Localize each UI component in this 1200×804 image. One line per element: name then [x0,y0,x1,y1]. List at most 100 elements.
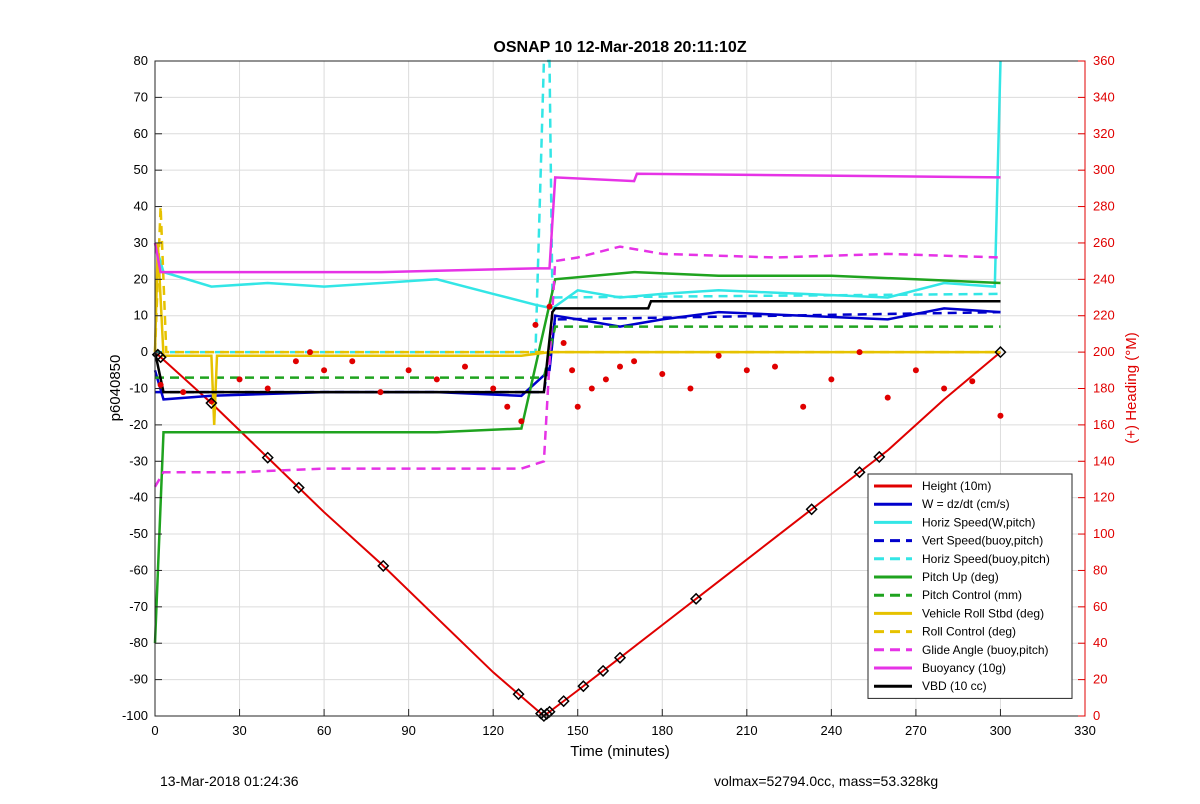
heading-point [772,363,778,370]
heading-point [292,358,299,365]
heading-point [377,389,384,396]
dive-marker [154,351,167,364]
y-tick-label: 30 [134,235,148,250]
heading-point [560,340,567,347]
y-tick-label: -10 [129,381,148,396]
y-tick-label: 40 [134,199,148,214]
series-heading-dots [157,303,1004,425]
y2-tick-label: 100 [1093,526,1115,541]
heading-point [180,389,187,396]
y2-tick-label: 20 [1093,672,1107,687]
x-tick-label: 210 [736,723,758,738]
chart-title: OSNAP 10 12-Mar-2018 20:11:10Z [493,39,746,56]
legend-entry: Vehicle Roll Stbd (deg) [922,606,1044,620]
legend: Height (10m) W = dz/dt (cm/s) Horiz Speed(… [867,473,1073,699]
heading-point [617,363,623,370]
legend-entry: Pitch Up (deg) [922,570,999,584]
dive-marker [377,559,390,572]
heading-point [546,303,553,310]
heading-point [574,403,581,410]
y2-tick-label: 80 [1093,562,1107,577]
footer-volume-mass: volmax=52794.0cc, mass=53.328kg [714,773,939,789]
y2-tick-label: 40 [1093,635,1107,650]
heading-point [912,367,919,374]
heading-point [532,321,539,328]
x-tick-label: 270 [905,723,927,738]
heading-point [264,385,271,392]
series-line-vbd-10-cc [153,299,1001,394]
y-tick-label: 80 [134,53,148,68]
heading-point [715,352,722,359]
heading-point [504,403,511,410]
legend-entry: Height (10m) [922,479,991,493]
y2-tick-label: 120 [1093,490,1115,505]
x-axis-label: Time (minutes) [570,743,669,760]
heading-point [157,381,164,388]
chart-series [151,59,1007,723]
heading-point [941,385,948,392]
heading-point [884,394,891,401]
x-tick-label: 120 [482,723,504,738]
dive-markers [151,346,1007,723]
y-tick-label: -20 [129,417,148,432]
dive-marker [292,481,305,494]
heading-point [602,376,609,383]
legend-entry: W = dz/dt (cm/s) [922,497,1010,511]
y2-tick-label: 360 [1093,53,1115,68]
heading-point [997,412,1004,419]
x-tick-label: 150 [567,723,589,738]
dive-marker [613,651,627,664]
heading-point [405,367,412,374]
legend-entry: Pitch Control (mm) [922,588,1022,602]
y-tick-label: -60 [129,562,148,577]
legend-entry: Glide Angle (buoy,pitch) [922,643,1049,657]
heading-point [307,349,313,356]
heading-point [433,376,440,383]
dive-marker [557,695,570,708]
dive-marker [805,503,818,516]
x-axis-ticks: 0 30 60 90 120 150 180 210 240 270 300 330 [151,709,1096,738]
y-tick-label: 10 [134,308,148,323]
dive-marker [994,346,1007,359]
y2-tick-label: 340 [1093,89,1115,104]
legend-entry: Vert Speed(buoy,pitch) [922,534,1043,548]
y-axis-label: p6040850 [107,355,124,422]
heading-point [462,363,468,370]
y-tick-label: -80 [129,635,148,650]
dive-marker [261,451,274,464]
y2-tick-label: 180 [1093,381,1115,396]
legend-entry: Roll Control (deg) [922,625,1016,639]
dive-marker [597,664,610,677]
series-line-horiz-speed-buoy-pitch [155,59,1001,354]
dive-marker [512,688,525,701]
legend-entry: VBD (10 cc) [922,679,987,693]
y2-tick-label: 220 [1093,308,1115,323]
y2-tick-label: 320 [1093,126,1115,141]
legend-entry: Buoyancy (10g) [922,661,1006,675]
heading-point [969,378,976,385]
series-line-w-dz-dt-cm-s [153,307,1001,401]
y-tick-label: -70 [129,599,148,614]
y-tick-label: -90 [129,672,148,687]
dive-marker [690,592,703,605]
y2-tick-label: 160 [1093,417,1115,432]
heading-point [828,376,835,383]
series-line-height-10m [154,351,1002,718]
y2-tick-label: 280 [1093,199,1115,214]
x-tick-label: 0 [151,723,158,738]
series-line-pitch-control-mm [155,325,1001,379]
x-tick-label: 90 [401,723,415,738]
dive-marker [205,396,218,410]
y2-tick-label: 300 [1093,162,1115,177]
y2-tick-label: 240 [1093,271,1115,286]
x-tick-label: 180 [651,723,673,738]
legend-entry: Horiz Speed(W,pitch) [922,515,1035,529]
y-tick-label: 70 [134,89,148,104]
heading-point [687,385,694,392]
y2-tick-label: 200 [1093,344,1115,359]
y-tick-label: 60 [134,126,148,141]
heading-point [856,349,863,356]
series-line-roll-control-deg [153,206,1001,354]
legend-box [867,473,1073,699]
